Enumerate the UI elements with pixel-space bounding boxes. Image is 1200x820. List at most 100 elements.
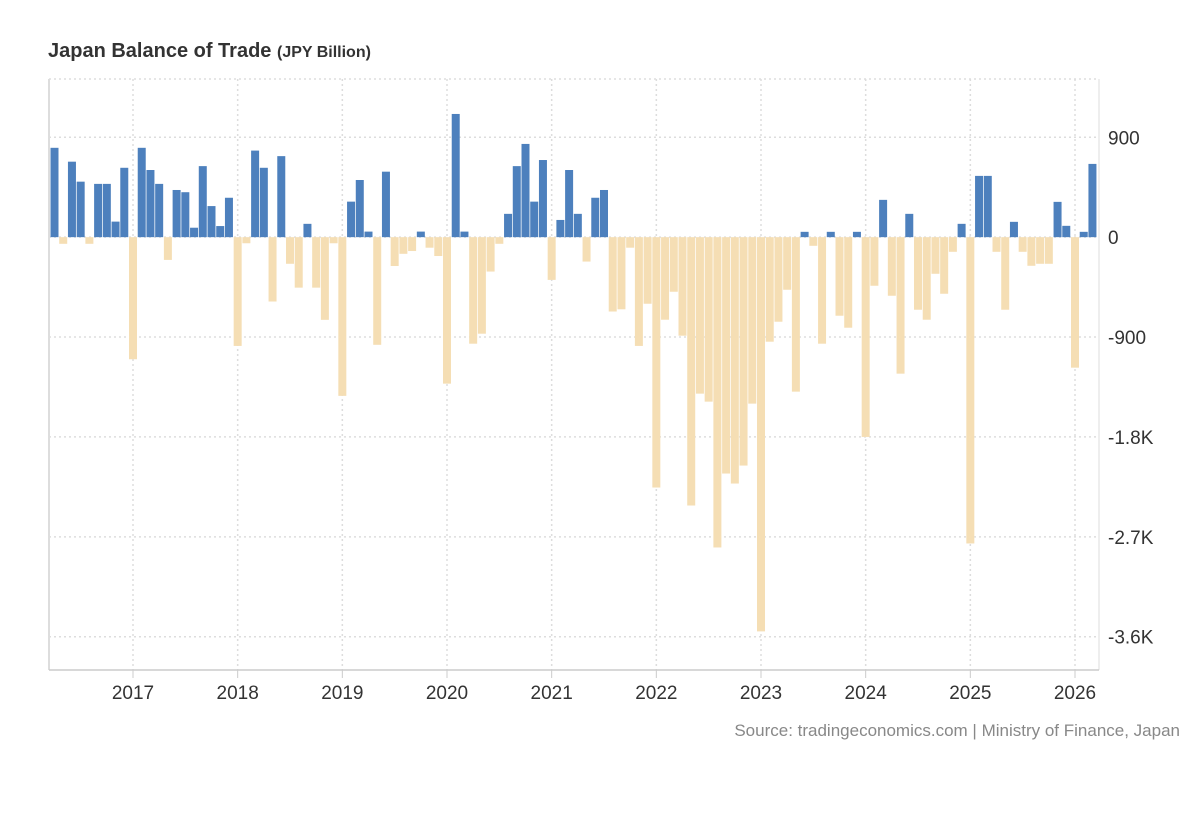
bar <box>181 192 190 238</box>
bar <box>791 237 800 392</box>
y-tick-label: -900 <box>1108 328 1146 349</box>
bar <box>643 237 652 304</box>
bar <box>50 147 59 238</box>
bar <box>198 166 207 238</box>
bar <box>704 237 713 402</box>
bar <box>940 237 949 294</box>
bar <box>678 237 687 336</box>
bar <box>582 237 591 262</box>
bar <box>896 237 905 374</box>
x-tick-label: 2022 <box>635 683 677 704</box>
bar <box>695 237 704 394</box>
bar <box>242 237 251 244</box>
y-tick-label: -3.6K <box>1108 628 1154 649</box>
y-tick-label: 900 <box>1108 128 1140 149</box>
bar <box>757 237 765 632</box>
bar <box>600 189 608 238</box>
bar <box>565 170 574 238</box>
title-text: Japan Balance of Trade <box>48 40 272 62</box>
bar <box>1053 201 1062 238</box>
bar <box>390 237 399 267</box>
bar <box>399 237 408 254</box>
y-tick-label: -1.8K <box>1108 428 1154 449</box>
source-note: Source: tradingeconomics.com | Ministry … <box>734 721 1180 740</box>
bar <box>155 183 164 238</box>
bar <box>992 237 1001 252</box>
bar <box>669 237 678 292</box>
bar <box>364 231 373 238</box>
bar <box>530 201 539 238</box>
bar <box>1088 163 1097 238</box>
bar <box>251 150 260 238</box>
bar <box>460 231 469 238</box>
x-tick-label: 2026 <box>1054 683 1096 704</box>
bar <box>425 237 434 248</box>
bar <box>835 237 844 316</box>
bar <box>320 237 329 320</box>
bar <box>826 231 835 238</box>
chart-title: Japan Balance of Trade (JPY Billion) <box>48 40 371 63</box>
bar <box>661 237 670 320</box>
bar <box>59 237 68 244</box>
x-tick-label: 2019 <box>321 683 363 704</box>
bar <box>975 175 984 238</box>
x-tick-label: 2017 <box>112 683 154 704</box>
bar <box>861 237 870 437</box>
bar <box>347 201 356 238</box>
bar <box>818 237 827 344</box>
x-tick-label: 2020 <box>426 683 468 704</box>
bar <box>1027 237 1036 266</box>
bar <box>730 237 739 484</box>
bar <box>67 161 76 238</box>
bar <box>914 237 922 310</box>
bar <box>573 213 582 238</box>
bar <box>85 237 94 244</box>
x-tick-label: 2021 <box>531 683 573 704</box>
bar <box>355 179 364 238</box>
bar <box>983 175 992 238</box>
bar <box>303 223 312 238</box>
bar <box>268 237 277 302</box>
bar <box>538 160 547 238</box>
bar <box>495 237 504 244</box>
bar <box>626 237 635 248</box>
bar <box>765 237 774 342</box>
bar <box>634 237 643 346</box>
bar <box>783 237 792 290</box>
bar <box>469 237 478 344</box>
x-tick-label: 2024 <box>845 683 888 704</box>
bar <box>111 221 120 238</box>
bar <box>617 237 626 310</box>
x-tick-label: 2023 <box>740 683 782 704</box>
bar <box>163 237 172 260</box>
bar <box>190 227 199 238</box>
bar <box>713 237 722 548</box>
bar <box>652 237 661 488</box>
bar <box>1018 237 1027 252</box>
bar <box>870 237 879 286</box>
bar <box>1044 237 1053 264</box>
bar <box>408 237 417 252</box>
bar <box>608 237 617 312</box>
bar <box>486 237 495 272</box>
bar <box>879 199 888 238</box>
bar <box>120 167 129 238</box>
bar <box>94 183 103 238</box>
bar <box>381 171 390 238</box>
y-tick-label: 0 <box>1108 228 1119 249</box>
bar <box>521 143 530 238</box>
bar <box>233 237 242 346</box>
bar <box>966 237 975 544</box>
bar <box>137 147 146 238</box>
bar <box>800 231 809 238</box>
bar <box>76 181 85 238</box>
bar <box>373 237 382 345</box>
bar <box>416 231 425 238</box>
bar <box>443 237 451 384</box>
bar <box>207 206 216 238</box>
bar <box>1062 225 1071 238</box>
bar <box>224 197 233 238</box>
bar <box>887 237 896 296</box>
bar <box>556 219 565 238</box>
